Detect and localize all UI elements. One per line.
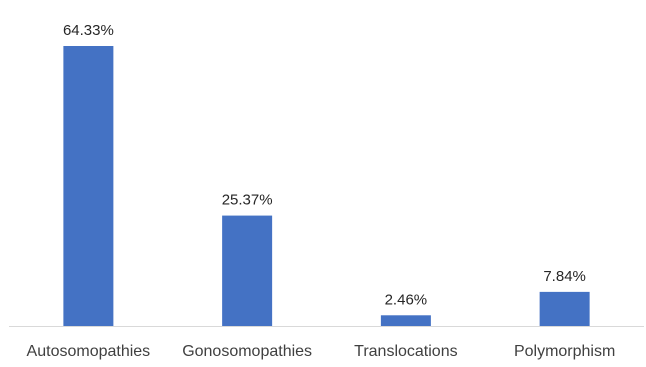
category-label-translocations: Translocations — [354, 343, 457, 360]
bar-polymorphism — [539, 291, 590, 326]
category-label-polymorphism: Polymorphism — [514, 343, 615, 360]
bar-gonosomopathies — [222, 215, 273, 326]
data-label-translocations: 2.46% — [385, 291, 428, 308]
category-label-gonosomopathies: Gonosomopathies — [182, 343, 312, 360]
category-labels-layer: Autosomopathies Gonosomopathies Translocat… — [27, 343, 616, 360]
bars-layer — [63, 46, 590, 326]
category-label-autosomopathies: Autosomopathies — [27, 343, 151, 360]
data-label-autosomopathies: 64.33% — [63, 22, 114, 39]
data-labels-layer: 64.33% 25.37% 2.46% 7.84% — [63, 22, 586, 308]
bar-translocations — [380, 315, 431, 326]
data-label-gonosomopathies: 25.37% — [222, 192, 273, 209]
bar-autosomopathies — [63, 46, 114, 326]
data-label-polymorphism: 7.84% — [543, 268, 586, 285]
